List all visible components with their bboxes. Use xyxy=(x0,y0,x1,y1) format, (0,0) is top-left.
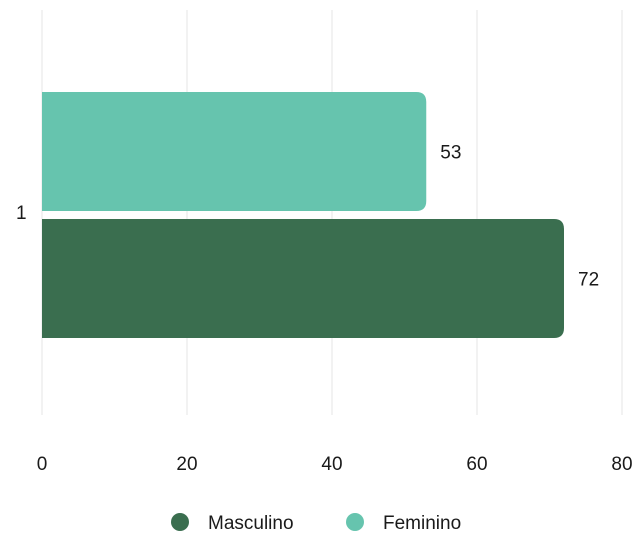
legend-label: Masculino xyxy=(208,513,294,534)
x-tick-label: 80 xyxy=(611,454,632,475)
legend-marker-icon xyxy=(346,513,364,531)
x-tick-label: 60 xyxy=(466,454,487,475)
gridlines xyxy=(41,10,623,415)
category-label: 1 xyxy=(16,203,27,224)
legend-marker-icon xyxy=(171,513,189,531)
x-axis-ticks: 0 20 40 60 80 xyxy=(37,454,633,475)
data-labels: 53 72 xyxy=(440,143,599,291)
data-label-masculino: 72 xyxy=(578,270,599,291)
x-tick-label: 40 xyxy=(321,454,342,475)
legend-item-feminino[interactable]: Feminino xyxy=(346,513,461,534)
bar-masculino xyxy=(42,219,564,338)
x-tick-label: 20 xyxy=(176,454,197,475)
data-label-feminino: 53 xyxy=(440,143,461,164)
bars xyxy=(42,92,564,338)
legend-label: Feminino xyxy=(383,513,461,534)
category-labels: 1 xyxy=(16,203,27,224)
bar-feminino xyxy=(42,92,427,211)
legend: Masculino Feminino xyxy=(171,513,461,534)
legend-item-masculino[interactable]: Masculino xyxy=(171,513,294,534)
x-tick-label: 0 xyxy=(37,454,48,475)
